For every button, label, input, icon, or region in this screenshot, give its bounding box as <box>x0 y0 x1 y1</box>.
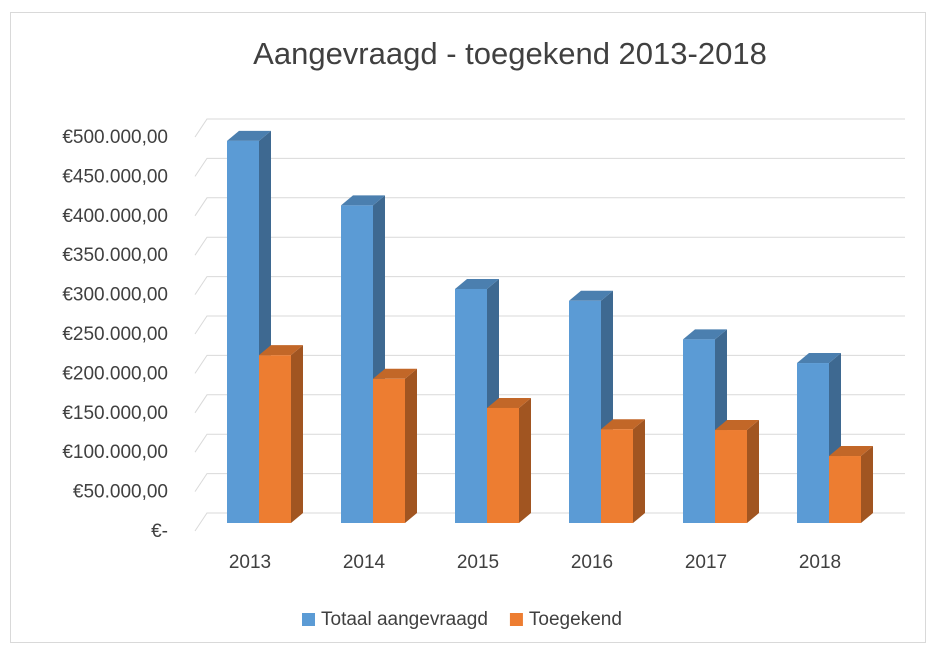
grid-line <box>194 473 905 492</box>
grid-line <box>194 157 905 177</box>
bar-side <box>405 368 417 523</box>
grid-line <box>194 315 905 335</box>
bar-top <box>341 195 385 206</box>
bar <box>227 140 259 523</box>
bar <box>683 339 715 523</box>
x-tick-label: 2014 <box>343 552 386 573</box>
y-tick-label: €450.000,00 <box>62 166 168 187</box>
bar-top <box>487 397 531 408</box>
y-tick-label: €50.000,00 <box>73 482 168 503</box>
bar <box>341 205 373 523</box>
y-tick-label: €350.000,00 <box>62 245 168 266</box>
y-tick-label: €300.000,00 <box>62 285 168 306</box>
bar-side <box>633 419 645 523</box>
bar-top <box>797 353 841 364</box>
grid-line <box>194 433 905 453</box>
grid-line <box>194 354 905 374</box>
x-tick-label: 2013 <box>229 552 271 573</box>
bar-top <box>715 420 759 431</box>
grid-line <box>194 276 905 295</box>
y-tick-label: €150.000,00 <box>62 403 168 424</box>
bar-top <box>259 345 303 356</box>
bar <box>455 288 487 523</box>
legend-swatch <box>302 613 315 626</box>
bar-side <box>291 345 303 523</box>
y-tick-label: €200.000,00 <box>62 363 168 384</box>
grid-line <box>194 197 905 217</box>
chart-title: Aangevraagd - toegekend 2013-2018 <box>253 36 767 71</box>
bar-side <box>747 420 759 523</box>
bar-top <box>227 130 271 141</box>
bar-top <box>373 368 417 379</box>
bar <box>373 378 405 523</box>
y-tick-label: €- <box>151 521 168 542</box>
grid-line <box>194 118 905 138</box>
bar <box>259 355 291 523</box>
bar <box>487 407 519 523</box>
bar-top <box>569 290 613 301</box>
legend-label: Toegekend <box>529 609 622 630</box>
x-tick-label: 2018 <box>799 552 841 573</box>
bar-top <box>683 329 727 340</box>
bar <box>601 429 633 523</box>
bar-top <box>829 446 873 457</box>
y-tick-label: €500.000,00 <box>62 127 168 148</box>
bar-top <box>455 278 499 289</box>
y-tick-label: €400.000,00 <box>62 206 168 227</box>
bar-side <box>519 397 531 523</box>
x-tick-label: 2016 <box>571 552 613 573</box>
x-tick-label: 2015 <box>457 552 499 573</box>
bar <box>829 456 861 523</box>
legend-label: Totaal aangevraagd <box>321 609 488 630</box>
y-tick-label: €100.000,00 <box>62 442 168 463</box>
x-tick-label: 2017 <box>685 552 727 573</box>
bar <box>569 300 601 523</box>
bar <box>715 430 747 523</box>
legend-swatch <box>509 613 523 626</box>
grid-line <box>194 512 905 532</box>
bar-side <box>861 446 873 523</box>
grid-line <box>194 394 905 414</box>
y-tick-label: €250.000,00 <box>62 324 168 345</box>
bar-top <box>601 419 645 430</box>
bar <box>797 363 829 523</box>
grid-line <box>194 236 905 256</box>
